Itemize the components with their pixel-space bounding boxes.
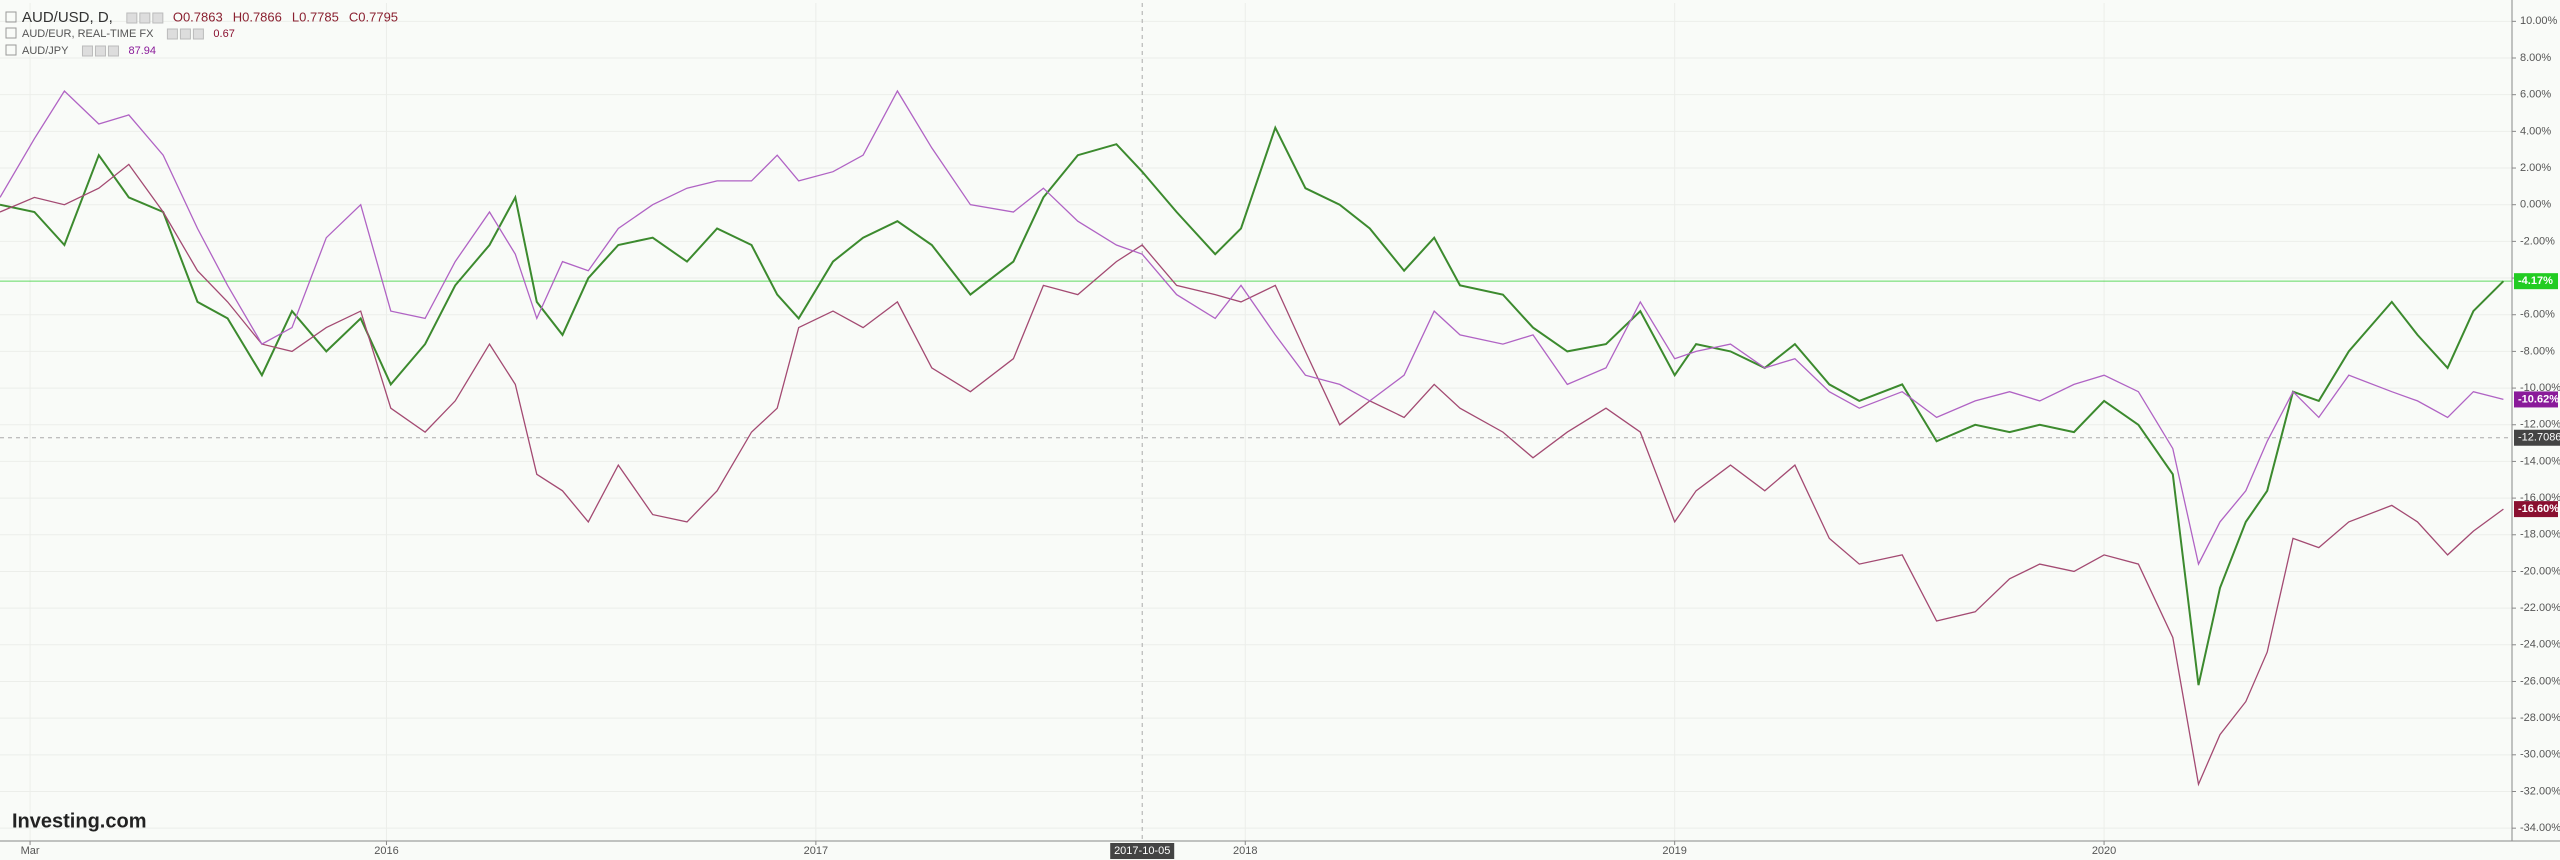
y-tick-label: -2.00% — [2520, 235, 2555, 247]
y-tick-label: 4.00% — [2520, 125, 2551, 137]
legend-name: AUD/EUR, REAL-TIME FX — [22, 28, 154, 40]
ohlc-value: O0.7863 — [173, 9, 223, 24]
x-tick-label: 2017 — [804, 845, 828, 857]
y-tick-label: 0.00% — [2520, 199, 2551, 211]
last-value-tag — [2514, 273, 2558, 290]
plot — [0, 89, 2505, 787]
y-tick-label: -28.00% — [2520, 712, 2560, 724]
crosshair-y-label: -12.7086 — [2518, 432, 2560, 444]
y-tick-label: -24.00% — [2520, 639, 2560, 651]
x-tick-label: 2020 — [2092, 845, 2116, 857]
y-tick-label: -18.00% — [2520, 529, 2560, 541]
legend-button — [192, 28, 204, 40]
legend-button — [139, 12, 151, 24]
crosshair-x-label: 2017-10-05 — [1114, 845, 1170, 857]
y-tick-label: -20.00% — [2520, 565, 2560, 577]
y-tick-label: -26.00% — [2520, 675, 2560, 687]
y-tick-label: -34.00% — [2520, 822, 2560, 834]
y-tick-label: -14.00% — [2520, 455, 2560, 467]
x-tick-label: 2016 — [374, 845, 398, 857]
legend-button — [179, 28, 191, 40]
series-line — [0, 163, 2504, 787]
y-tick-label: 8.00% — [2520, 52, 2551, 64]
legend-button — [152, 12, 164, 24]
quote-value: 0.67 — [213, 28, 234, 40]
x-tick-label: 2019 — [1662, 845, 1686, 857]
y-tick-label: -8.00% — [2520, 345, 2555, 357]
ohlc-value: H0.7866 — [233, 9, 282, 24]
x-tick-label: 2018 — [1233, 845, 1257, 857]
last-value-label: -4.17% — [2518, 275, 2553, 287]
legend-button — [166, 28, 178, 40]
last-value-tag — [2514, 501, 2558, 518]
y-tick-label: -10.00% — [2520, 382, 2560, 394]
watermark: Investing.com — [12, 810, 146, 832]
crosshair-x-tag — [1110, 843, 1175, 859]
ohlc-value: C0.7795 — [349, 9, 398, 24]
legend-name: AUD/JPY — [22, 45, 69, 57]
legend-button — [107, 45, 119, 57]
y-tick-label: -12.00% — [2520, 419, 2560, 431]
y-tick-label: -6.00% — [2520, 309, 2555, 321]
y-tick-label: -30.00% — [2520, 749, 2560, 761]
series-line — [0, 125, 2505, 686]
legend-box — [5, 44, 17, 56]
y-tick-label: 2.00% — [2520, 162, 2551, 174]
legend-name: AUD/USD, D, — [22, 9, 113, 26]
quote-value: 87.94 — [128, 45, 156, 57]
crosshair-y-tag — [2514, 429, 2560, 446]
last-value-tag — [2514, 391, 2558, 408]
y-tick-label: -32.00% — [2520, 785, 2560, 797]
legend-box — [5, 27, 17, 39]
last-value-label: -10.62% — [2518, 393, 2559, 405]
legend-button — [94, 45, 106, 57]
y-tick-label: 6.00% — [2520, 89, 2551, 101]
legend-box — [5, 11, 17, 23]
legend-button — [81, 45, 93, 57]
series-line — [0, 89, 2504, 567]
x-tick-label: Mar — [21, 845, 40, 857]
last-value-label: -16.60% — [2518, 503, 2559, 515]
y-tick-label: -22.00% — [2520, 602, 2560, 614]
grid — [0, 3, 2512, 841]
legend-button — [126, 12, 138, 24]
y-tick-label: -16.00% — [2520, 492, 2560, 504]
ohlc-value: L0.7785 — [292, 9, 339, 24]
y-tick-label: 10.00% — [2520, 15, 2558, 27]
